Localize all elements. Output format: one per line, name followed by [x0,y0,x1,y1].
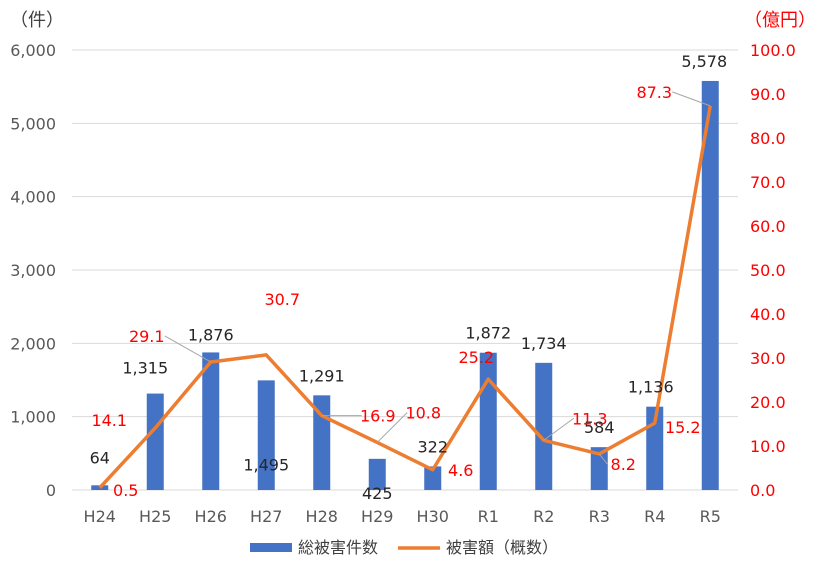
data-label-leader [376,412,408,443]
line-data-label: 11.3 [572,409,608,428]
x-axis-tick-label: H29 [361,507,393,526]
bar [479,352,497,490]
bar-data-label: 64 [90,448,110,467]
right-axis-tick-label: 60.0 [750,217,786,236]
bar [424,466,442,490]
data-label-leader [543,417,575,441]
line-data-label: 29.1 [129,327,165,346]
x-axis-tick-label: R5 [700,507,721,526]
bar-data-label: 1,495 [243,455,289,474]
x-axis-tick-label: R4 [644,507,665,526]
line-data-label: 14.1 [91,411,127,430]
left-axis-unit: （件） [10,10,64,31]
bar [701,80,719,491]
line-data-label: 8.2 [611,455,636,474]
legend-bar-label: 総被害件数 [298,538,378,557]
line-data-label: 4.6 [448,461,473,480]
x-axis-tick-label: H28 [306,507,338,526]
left-axis-tick-label: 5,000 [10,114,56,133]
bar-data-label: 1,291 [299,366,345,385]
left-axis-tick-label: 0 [46,481,56,500]
left-axis-tick-label: 3,000 [10,261,56,280]
bar-data-label: 322 [417,437,448,456]
right-axis-tick-label: 90.0 [750,85,786,104]
data-label-leader [598,453,608,465]
data-label-leader [164,335,211,363]
bar [202,352,220,490]
line-data-label: 25.2 [458,348,494,367]
line-data-label: 30.7 [264,290,300,309]
bar-data-label: 1,734 [521,334,567,353]
right-axis-tick-label: 30.0 [750,349,786,368]
left-axis-tick-label: 6,000 [10,41,56,60]
bar [590,447,608,490]
x-axis-tick-label: R1 [478,507,499,526]
left-axis-tick-label: 1,000 [10,408,56,427]
x-axis-tick-label: R2 [533,507,554,526]
bar-data-label: 1,876 [188,325,234,344]
x-axis-tick-label: H24 [84,507,116,526]
line-series-path [98,105,712,489]
right-axis-tick-label: 50.0 [750,261,786,280]
bar [146,393,164,490]
line-data-label: 87.3 [636,83,672,102]
bar-data-label: 1,136 [628,378,674,397]
data-label-leader [672,91,711,107]
right-axis-tick-label: 0.0 [750,481,775,500]
right-axis-tick-label: 100.0 [750,41,796,60]
right-axis-tick-label: 70.0 [750,173,786,192]
bar-data-label: 1,315 [122,359,168,378]
bar [646,406,664,490]
right-axis-tick-label: 10.0 [750,437,786,456]
right-axis-unit: （億円） [744,10,816,31]
x-axis-tick-label: R3 [589,507,610,526]
legend-bar-swatch [250,543,292,552]
bar [257,380,275,490]
line-data-label: 16.9 [360,407,396,426]
x-axis-tick-label: H27 [250,507,282,526]
left-axis-tick-label: 2,000 [10,334,56,353]
line-data-label: 15.2 [665,418,701,437]
bar [368,458,386,490]
x-axis-tick-label: H25 [139,507,171,526]
x-axis-tick-label: H26 [195,507,227,526]
bar-data-label: 584 [584,418,615,437]
x-axis-tick-label: H30 [417,507,449,526]
bar-data-label: 425 [362,484,393,503]
bar-data-label: 1,872 [465,324,511,343]
line-data-label: 10.8 [405,403,441,422]
left-axis-tick-label: 4,000 [10,188,56,207]
legend-line-label: 被害額（概数） [446,538,558,557]
bar-data-label: 5,578 [681,52,727,71]
right-axis-tick-label: 40.0 [750,305,786,324]
line-data-label: 0.5 [113,481,138,500]
right-axis-tick-label: 80.0 [750,129,786,148]
right-axis-tick-label: 20.0 [750,393,786,412]
bar [535,362,553,490]
